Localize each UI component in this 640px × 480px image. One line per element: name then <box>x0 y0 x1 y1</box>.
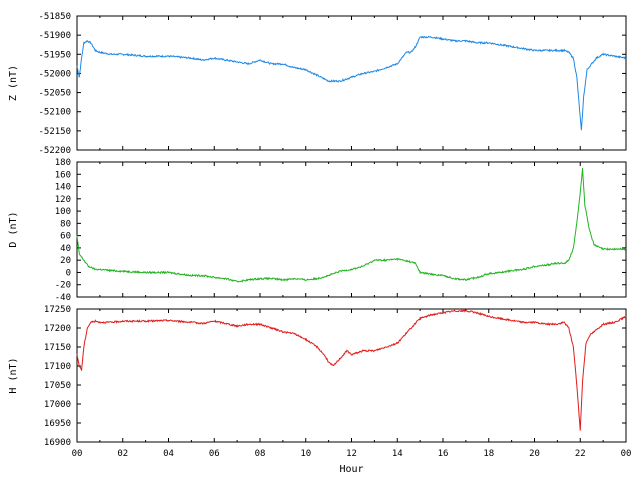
series-line <box>76 309 627 431</box>
y-tick-label: -52000 <box>38 69 71 79</box>
y-tick-label: 120 <box>55 195 71 205</box>
y-tick-label: 17050 <box>44 381 71 391</box>
x-tick-label: 06 <box>209 449 220 459</box>
y-tick-label: -52200 <box>38 146 71 156</box>
y-tick-label: -52050 <box>38 89 71 99</box>
y-tick-label: 16900 <box>44 438 71 448</box>
x-tick-label: 20 <box>529 449 540 459</box>
y-tick-label: -51850 <box>38 12 71 22</box>
x-tick-label: 12 <box>346 449 357 459</box>
y-tick-label: -52150 <box>38 127 71 137</box>
y-axis-label: Z (nT) <box>8 65 19 101</box>
chart-panel-0: -51850 -51900 -51950 -52000 -52050 -52100 -521… <box>8 12 627 156</box>
x-tick-label: 22 <box>575 449 586 459</box>
y-tick-label: 0 <box>66 268 71 278</box>
y-tick-label: -51950 <box>38 50 71 60</box>
y-tick-label: 60 <box>60 232 71 242</box>
x-tick-label: 14 <box>392 449 403 459</box>
series-line <box>76 167 627 283</box>
x-tick-label: 00 <box>72 449 83 459</box>
plot-frame <box>76 15 627 151</box>
y-axis-label: D (nT) <box>8 211 19 247</box>
y-tick-label: -40 <box>55 293 71 303</box>
x-tick-label: 08 <box>255 449 266 459</box>
x-axis-label: Hour <box>339 464 363 475</box>
x-tick-label: 04 <box>163 449 174 459</box>
y-tick-label: 17250 <box>44 305 71 315</box>
x-tick-label: 10 <box>300 449 311 459</box>
y-tick-label: 17100 <box>44 362 71 372</box>
x-tick-label: 00 <box>621 449 632 459</box>
y-tick-label: 100 <box>55 207 71 217</box>
y-tick-label: -52100 <box>38 108 71 118</box>
y-axis-label: H (nT) <box>8 357 19 393</box>
y-tick-label: 16950 <box>44 419 71 429</box>
series-line <box>76 35 627 131</box>
y-tick-label: 20 <box>60 256 71 266</box>
x-tick-label: 02 <box>117 449 128 459</box>
x-tick-label: 18 <box>483 449 494 459</box>
y-tick-label: 180 <box>55 158 71 168</box>
y-tick-label: 17150 <box>44 343 71 353</box>
y-tick-label: -51900 <box>38 31 71 41</box>
chart-panels: -51850 -51900 -51950 -52000 -52050 -52100 -521… <box>8 12 631 475</box>
x-tick-label: 16 <box>438 449 449 459</box>
plot-frame <box>76 308 627 443</box>
y-tick-label: 17000 <box>44 400 71 410</box>
y-tick-label: -20 <box>55 281 71 291</box>
y-tick-label: 40 <box>60 244 71 254</box>
chart-panel-2: 17250 17200 17150 17100 17050 17000 16950 16900… <box>8 305 631 475</box>
plot-frame <box>76 161 627 298</box>
y-tick-label: 160 <box>55 170 71 180</box>
y-tick-label: 80 <box>60 219 71 229</box>
y-tick-label: 17200 <box>44 324 71 334</box>
chart-panel-1: 180 160 140 120 100 80 60 40 20 0 -20 -40 D (nT) <box>8 158 627 303</box>
y-tick-label: 140 <box>55 183 71 193</box>
